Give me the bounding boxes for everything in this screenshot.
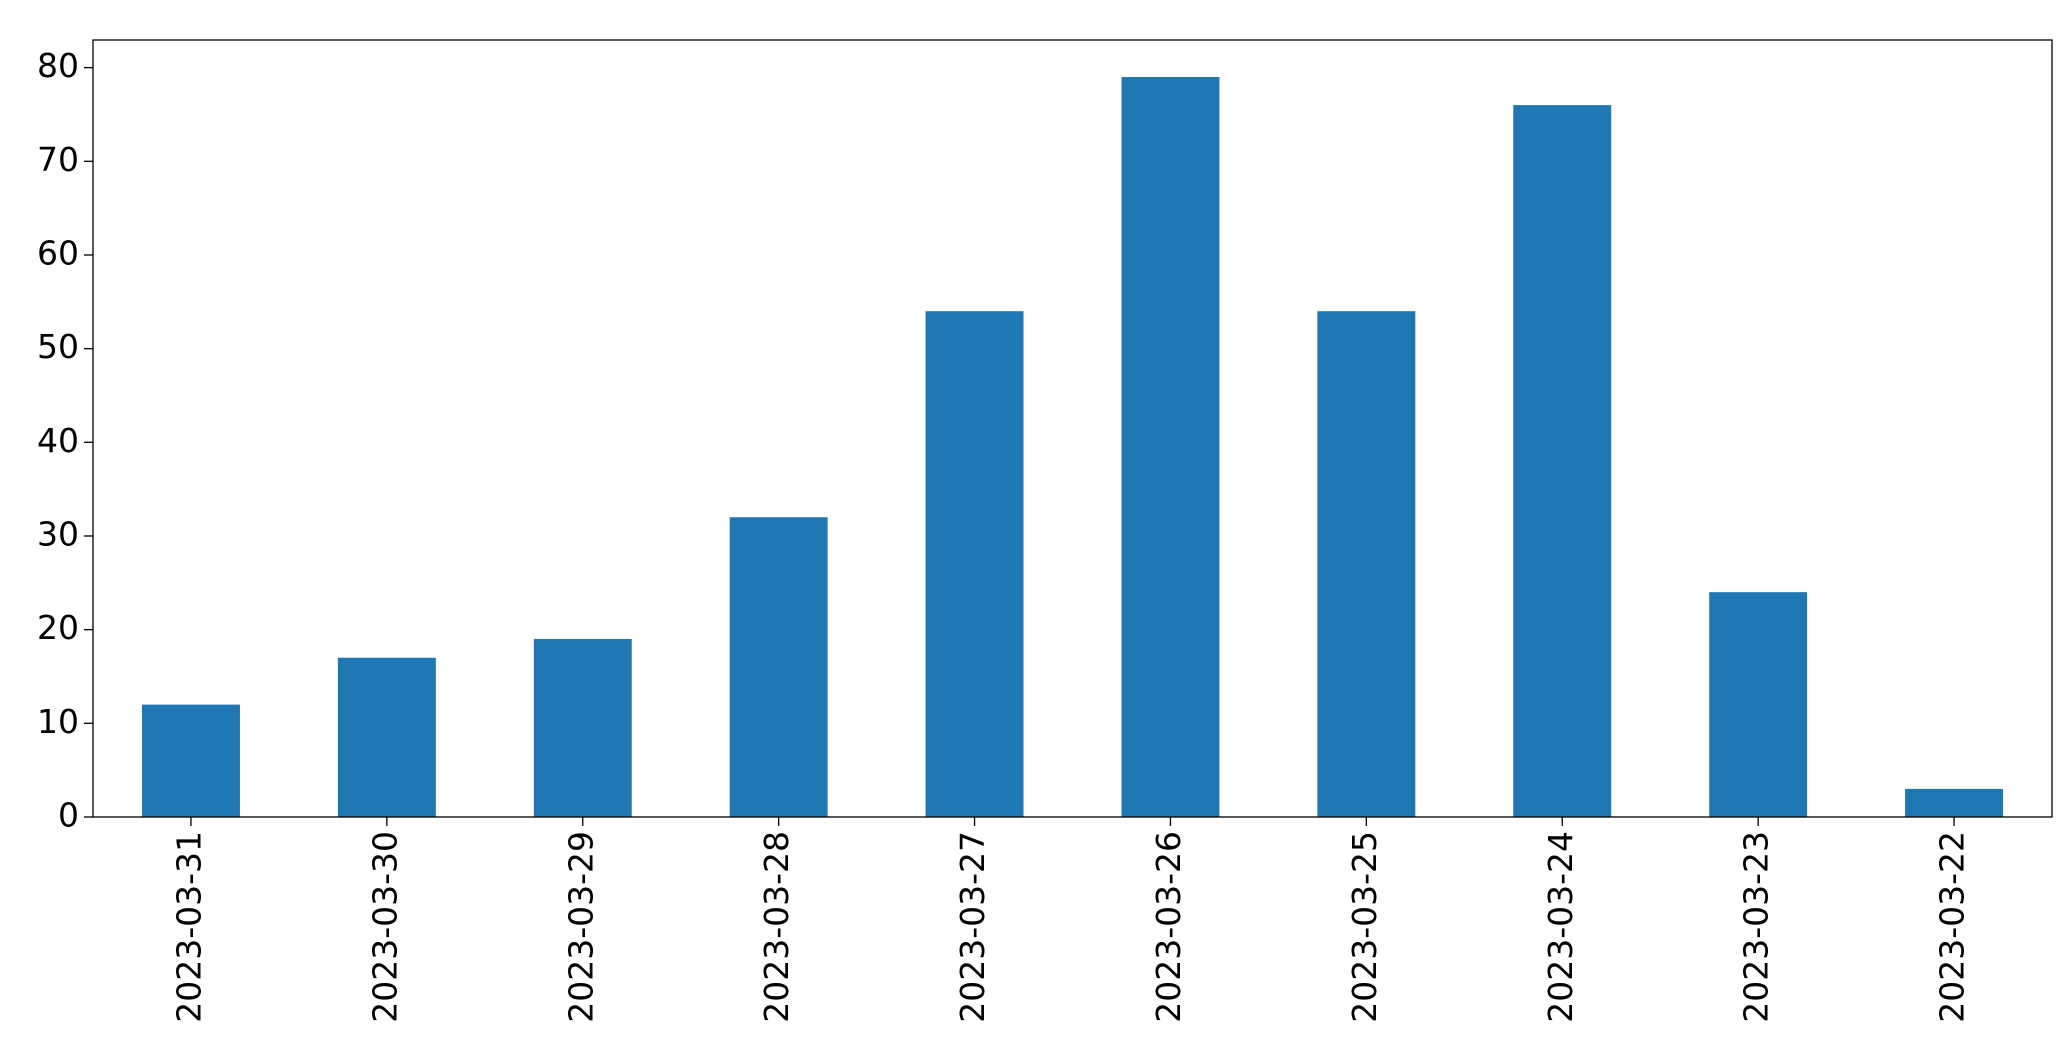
bar [1317,311,1416,817]
plot-frame [92,39,2053,818]
x-tick-label: 2023-03-24 [1541,831,1580,1023]
bar [729,517,828,817]
x-tick-label: 2023-03-28 [757,831,796,1023]
bar [337,657,436,817]
y-tick-label: 60 [37,233,79,272]
y-tick-label: 80 [37,46,79,85]
x-tick-label: 2023-03-23 [1737,831,1776,1023]
y-tick-label: 50 [37,327,79,366]
x-tick-label: 2023-03-31 [169,831,208,1023]
x-tick-label: 2023-03-26 [1149,831,1188,1023]
bar [1513,105,1612,818]
y-tick-label: 0 [58,796,79,835]
y-tick-label: 30 [37,514,79,553]
bar [1709,592,1808,817]
x-tick-label: 2023-03-25 [1345,831,1384,1023]
y-tick-label: 70 [37,140,79,179]
x-tick-label: 2023-03-22 [1933,831,1972,1023]
y-tick-label: 40 [37,421,79,460]
x-tick-label: 2023-03-29 [561,831,600,1023]
bar [141,704,240,817]
y-tick-label: 20 [37,608,79,647]
x-tick-label: 2023-03-27 [953,831,992,1023]
bar [925,311,1024,817]
bar [1121,77,1220,817]
x-tick-label: 2023-03-30 [365,831,404,1023]
bar [1905,788,2004,817]
y-tick-label: 10 [37,702,79,741]
bar [533,639,632,817]
